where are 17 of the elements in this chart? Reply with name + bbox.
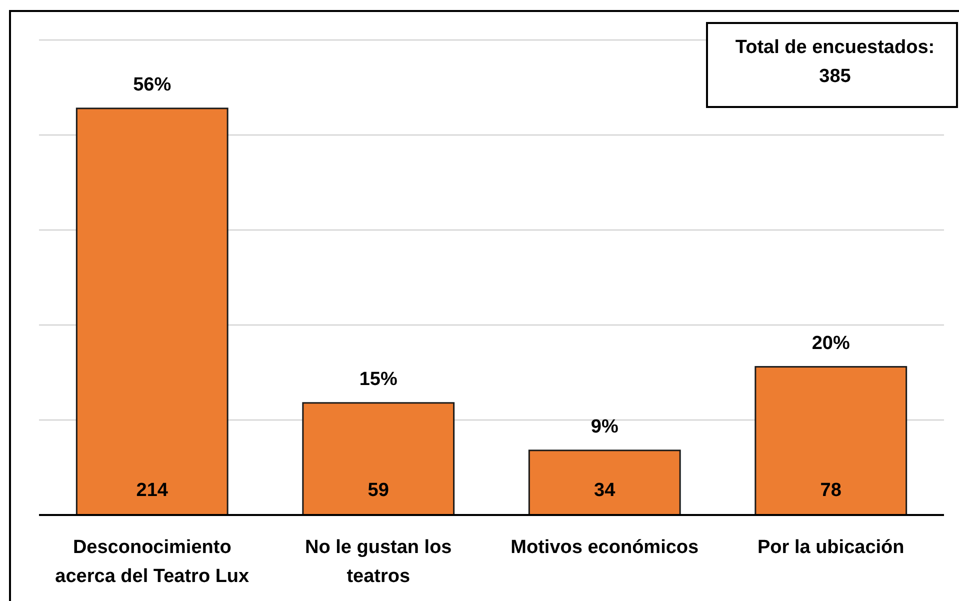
annotation: 15% bbox=[359, 368, 398, 390]
text: Total de encuestados: 385 bbox=[735, 37, 935, 87]
data-label: 78 bbox=[820, 480, 842, 501]
x-tick-label: Motivos económicos bbox=[510, 537, 699, 558]
annotation: 9% bbox=[590, 416, 618, 438]
x-tick-label: Desconocimiento acerca del Teatro Lux bbox=[55, 537, 250, 587]
bar bbox=[754, 366, 908, 516]
x-tick-label: Por la ubicación bbox=[757, 537, 904, 558]
data-label: 214 bbox=[136, 480, 168, 501]
data-label: 59 bbox=[368, 480, 389, 501]
data-label: 34 bbox=[594, 480, 616, 501]
annotation: 20% bbox=[812, 332, 850, 354]
bar bbox=[528, 450, 681, 516]
annotation: 56% bbox=[133, 74, 172, 96]
bar bbox=[302, 402, 455, 516]
x-tick-label: No le gustan los teatros bbox=[305, 537, 452, 587]
bar bbox=[76, 108, 228, 516]
